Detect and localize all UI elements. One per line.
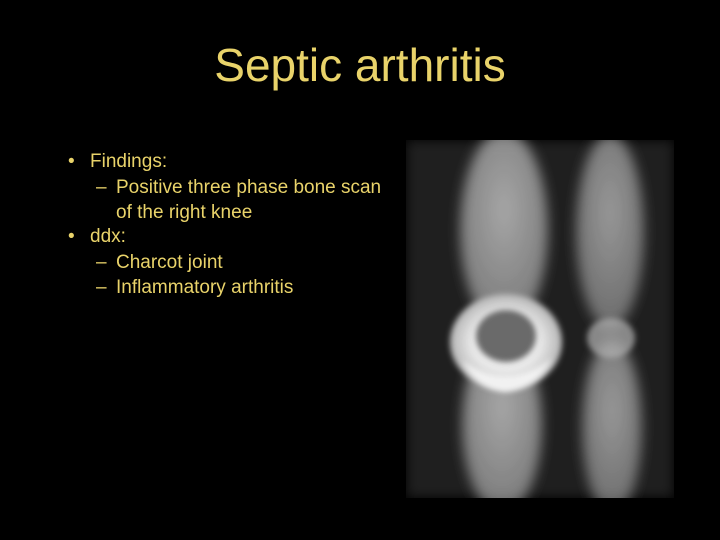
bullet-list: Findings: Positive three phase bone scan…: [62, 150, 392, 300]
bullet-item: ddx: Charcot joint Inflammatory arthriti…: [62, 225, 392, 300]
body-text: Findings: Positive three phase bone scan…: [62, 150, 392, 300]
sub-item: Charcot joint: [90, 251, 392, 275]
bullet-label: ddx:: [90, 226, 126, 247]
sub-list: Positive three phase bone scan of the ri…: [90, 176, 392, 225]
slide-title: Septic arthritis: [0, 38, 720, 92]
bone-scan-image: [406, 140, 674, 498]
sub-item: Positive three phase bone scan of the ri…: [90, 176, 392, 225]
sub-list: Charcot joint Inflammatory arthritis: [90, 251, 392, 300]
bullet-item: Findings: Positive three phase bone scan…: [62, 150, 392, 225]
sub-item: Inflammatory arthritis: [90, 276, 392, 300]
bullet-label: Findings:: [90, 151, 167, 172]
slide: Septic arthritis Findings: Positive thre…: [0, 0, 720, 540]
